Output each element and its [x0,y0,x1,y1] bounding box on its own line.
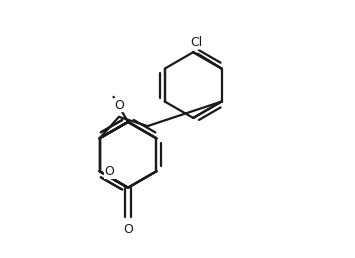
Text: O: O [114,99,124,111]
Text: O: O [104,165,114,179]
Text: O: O [123,223,133,236]
Text: Cl: Cl [190,36,202,49]
